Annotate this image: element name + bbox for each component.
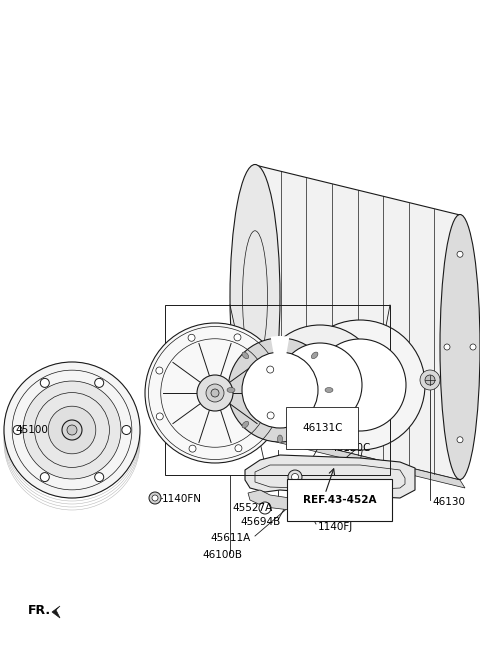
Text: 45611A: 45611A	[210, 533, 250, 543]
Ellipse shape	[48, 406, 96, 454]
Polygon shape	[245, 455, 415, 498]
Ellipse shape	[440, 215, 480, 480]
Text: 1140FJ: 1140FJ	[318, 522, 353, 532]
Ellipse shape	[13, 426, 22, 434]
Ellipse shape	[457, 251, 463, 257]
Ellipse shape	[206, 384, 224, 402]
Ellipse shape	[152, 495, 158, 501]
Text: 45100: 45100	[15, 425, 48, 435]
Ellipse shape	[40, 472, 49, 482]
Ellipse shape	[67, 425, 77, 435]
Bar	[165, 305, 390, 475]
Ellipse shape	[156, 413, 163, 420]
Text: 46100B: 46100B	[202, 550, 242, 560]
Ellipse shape	[277, 435, 283, 443]
Ellipse shape	[188, 335, 195, 341]
Ellipse shape	[242, 421, 249, 428]
Ellipse shape	[227, 388, 235, 392]
Ellipse shape	[312, 421, 318, 428]
Ellipse shape	[457, 437, 463, 443]
Ellipse shape	[189, 445, 196, 452]
Polygon shape	[255, 430, 465, 488]
Ellipse shape	[4, 362, 140, 498]
Text: FR.: FR.	[28, 604, 51, 617]
Ellipse shape	[95, 379, 104, 388]
Ellipse shape	[312, 352, 318, 359]
Ellipse shape	[288, 470, 302, 484]
Ellipse shape	[156, 367, 163, 374]
Ellipse shape	[260, 325, 380, 445]
Ellipse shape	[234, 334, 241, 341]
Ellipse shape	[197, 375, 233, 411]
Ellipse shape	[314, 339, 406, 431]
Ellipse shape	[295, 320, 425, 450]
Ellipse shape	[267, 366, 274, 373]
Polygon shape	[52, 606, 60, 618]
Ellipse shape	[325, 388, 333, 392]
Ellipse shape	[470, 344, 476, 350]
Polygon shape	[248, 490, 330, 510]
Text: 1140FN: 1140FN	[162, 494, 202, 504]
Ellipse shape	[278, 343, 362, 427]
Text: 46131C: 46131C	[302, 423, 343, 433]
Ellipse shape	[40, 379, 49, 388]
Text: 46130: 46130	[432, 497, 465, 507]
Text: 46120C: 46120C	[330, 443, 371, 453]
Ellipse shape	[242, 352, 249, 359]
Ellipse shape	[420, 370, 440, 390]
Ellipse shape	[425, 375, 435, 385]
Ellipse shape	[211, 389, 219, 397]
Polygon shape	[255, 165, 460, 480]
Ellipse shape	[62, 420, 82, 440]
Ellipse shape	[267, 412, 274, 419]
Ellipse shape	[259, 502, 271, 514]
Ellipse shape	[145, 323, 285, 463]
Ellipse shape	[242, 352, 318, 428]
Ellipse shape	[444, 344, 450, 350]
Ellipse shape	[230, 165, 280, 430]
Ellipse shape	[95, 472, 104, 482]
Ellipse shape	[149, 492, 161, 504]
Text: REF.43-452A: REF.43-452A	[303, 495, 376, 505]
Ellipse shape	[304, 508, 315, 518]
Ellipse shape	[228, 338, 332, 442]
Text: 45694B: 45694B	[240, 517, 280, 527]
Ellipse shape	[23, 381, 121, 479]
Wedge shape	[271, 336, 289, 390]
Ellipse shape	[277, 337, 283, 345]
Ellipse shape	[122, 426, 131, 434]
Ellipse shape	[235, 445, 242, 452]
Ellipse shape	[308, 510, 312, 516]
Text: 45527A: 45527A	[232, 503, 272, 513]
Ellipse shape	[291, 474, 299, 480]
